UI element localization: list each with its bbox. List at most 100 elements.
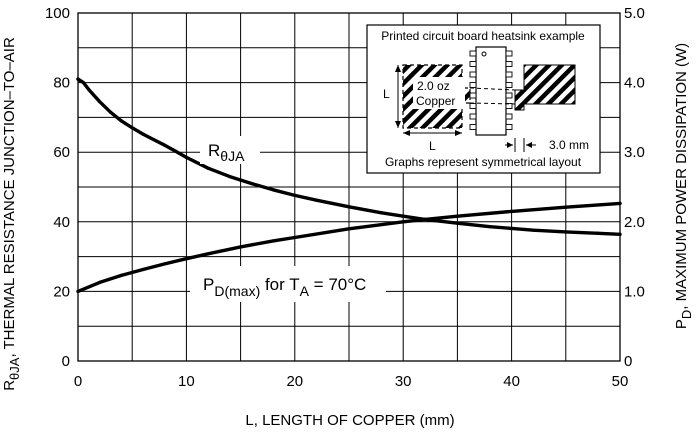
data-point-rja (271, 188, 275, 192)
series-layer (76, 77, 622, 294)
y-right-tick-label: 1.0 (624, 283, 645, 300)
copper-label-bg (413, 77, 465, 109)
data-point-rja (206, 166, 210, 170)
data-point-pd (510, 209, 514, 213)
data-point-rja (76, 77, 80, 81)
data-point-rja (152, 138, 156, 142)
arrow-3mm-right (507, 142, 513, 148)
data-point-pd (271, 239, 275, 243)
data-point-pd (401, 220, 405, 224)
data-point-pd (98, 280, 102, 284)
ic-package (475, 46, 507, 136)
data-point-rja (119, 119, 123, 123)
data-point-rja (488, 225, 492, 229)
data-point-pd (206, 252, 210, 256)
ic-pin1-marker (481, 51, 487, 57)
ic-pin-right (505, 124, 513, 130)
x-axis-label: L, LENGTH OF COPPER (mm) (245, 412, 454, 429)
data-point-pd (455, 214, 459, 218)
inset-L-horizontal: L (429, 139, 436, 153)
y-left-tick-label: 80 (53, 75, 70, 92)
data-point-rja (293, 193, 297, 197)
y-left-tick-label: 20 (53, 283, 70, 300)
dash-line-bottom (469, 102, 516, 105)
data-point-pd (119, 273, 123, 277)
series-label-rja: RθJA (208, 141, 245, 164)
data-point-rja (163, 143, 167, 147)
inset-L-vertical: L (383, 87, 390, 101)
plot-frame (77, 12, 621, 362)
data-point-pd (76, 289, 80, 293)
inset-footer: Graphs represent symmetrical layout (385, 155, 582, 169)
y-right-tick-label: 4.0 (624, 75, 645, 92)
arrow-up (395, 65, 401, 72)
data-point-rja (596, 231, 600, 235)
data-point-rja (510, 226, 514, 231)
data-point-rja (108, 110, 113, 114)
arrow-3mm-left (526, 142, 532, 148)
y-right-tick-labels: 0 1.0 2.0 3.0 4.0 5.0 (624, 5, 645, 370)
data-point-rja (249, 181, 254, 186)
ic-pin-right (505, 71, 513, 78)
x-tick-label: 30 (395, 373, 412, 390)
y-left-tick-label: 60 (53, 144, 70, 161)
ic-pin-left (469, 82, 477, 88)
inset-diagram: Printed circuit board heatsink example 2… (366, 24, 601, 174)
ic-pin-right (505, 82, 513, 88)
y-left-tick-label: 0 (62, 353, 70, 370)
ic-pin-left (469, 103, 477, 109)
data-point-rja (130, 126, 134, 130)
ic-pin-left (469, 61, 477, 67)
data-point-rja (455, 221, 459, 225)
rja-label-bg (200, 136, 260, 164)
x-tick-label: 50 (612, 373, 629, 390)
data-point-rja (314, 198, 319, 202)
data-point-pd (423, 217, 427, 221)
data-point-rja (141, 132, 145, 136)
series-label-pd: PD(max) for TA = 70°C (203, 275, 366, 299)
ic-pin-right (505, 50, 513, 57)
ic-pin-right (505, 103, 513, 109)
y-right-tick-label: 2.0 (624, 214, 645, 231)
arrow-right (455, 130, 462, 136)
ic-pin-right (505, 61, 513, 67)
ic-pin-right (505, 92, 513, 99)
data-point-rja (81, 81, 86, 85)
data-point-rja (228, 174, 232, 179)
x-tick-labels: 0 10 20 30 40 50 (74, 373, 629, 390)
data-point-pd (564, 205, 568, 209)
data-point-rja (618, 232, 622, 236)
ic-pin-left (469, 92, 477, 99)
x-tick-label: 10 (178, 373, 195, 390)
data-point-rja (347, 205, 351, 209)
data-point-rja (87, 87, 91, 92)
pd-label-bg (190, 266, 386, 302)
data-point-pd (293, 235, 297, 240)
y-left-tick-label: 40 (53, 214, 70, 231)
right-copper-pad (514, 64, 576, 111)
data-point-pd (239, 245, 243, 249)
data-point-rja (379, 211, 384, 215)
inset-copper-line1: 2.0 oz (417, 79, 450, 93)
data-point-pd (141, 267, 145, 272)
x-tick-label: 20 (286, 373, 303, 390)
y-left-tick-label: 100 (45, 5, 70, 22)
y-right-tick-label: 3.0 (624, 144, 645, 161)
y-left-tick-labels: 0 20 40 60 80 100 (45, 5, 70, 370)
data-point-pd (184, 257, 188, 261)
ic-pin-right (505, 113, 513, 120)
y-right-tick-label: 0 (624, 353, 632, 370)
data-point-rja (173, 149, 178, 153)
inset-title: Printed circuit board heatsink example (381, 29, 585, 43)
ic-pin-left (469, 71, 477, 78)
y-left-axis-label: RθJA, THERMAL RESISTANCE JUNCTION–TO–AIR (1, 37, 22, 391)
x-tick-label: 0 (74, 373, 82, 390)
ic-pin-left (469, 50, 477, 57)
inset-dimension: 3.0 mm (549, 138, 589, 152)
data-point-rja (184, 155, 188, 160)
data-point-rja (98, 100, 102, 104)
y-right-axis-label: PD, MAXIMUM POWER DISSIPATION (W) (673, 43, 694, 329)
dash-line-top (469, 87, 516, 91)
data-point-rja (564, 230, 568, 234)
